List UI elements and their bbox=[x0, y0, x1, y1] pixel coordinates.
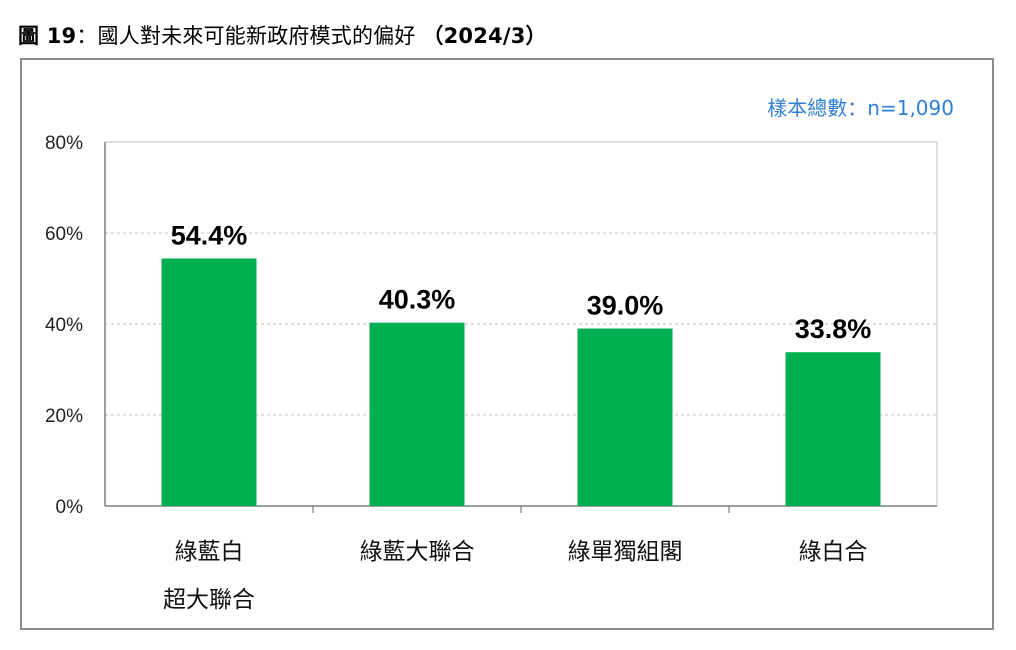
y-tick-label: 0% bbox=[56, 497, 84, 518]
value-label: 39.0% bbox=[587, 291, 664, 321]
figure-date: （2024/3） bbox=[422, 24, 547, 48]
figure-number: 圖 19 bbox=[18, 24, 77, 48]
chart-frame bbox=[20, 58, 994, 630]
figure-title: 圖 19：國人對未來可能新政府模式的偏好 （2024/3） bbox=[18, 20, 547, 50]
category-label: 綠藍白 bbox=[175, 539, 244, 565]
y-tick-label: 40% bbox=[45, 315, 83, 336]
category-label: 綠單獨組閣 bbox=[568, 539, 683, 565]
value-label: 33.8% bbox=[795, 314, 872, 344]
y-tick-label: 20% bbox=[45, 406, 83, 427]
bar bbox=[161, 258, 257, 506]
value-label: 40.3% bbox=[379, 285, 456, 315]
category-label: 超大聯合 bbox=[163, 587, 255, 613]
y-tick-label: 80% bbox=[45, 133, 83, 154]
figure-title-text: ：國人對未來可能新政府模式的偏好 bbox=[76, 24, 423, 48]
bar bbox=[785, 352, 881, 506]
value-label: 54.4% bbox=[171, 220, 248, 250]
category-label: 綠藍大聯合 bbox=[360, 539, 475, 565]
y-tick-label: 60% bbox=[45, 224, 83, 245]
category-label: 綠白合 bbox=[799, 539, 868, 565]
bar bbox=[577, 328, 673, 506]
sample-size-note: 樣本總數：n=1,090 bbox=[767, 96, 954, 120]
bar bbox=[369, 322, 465, 506]
